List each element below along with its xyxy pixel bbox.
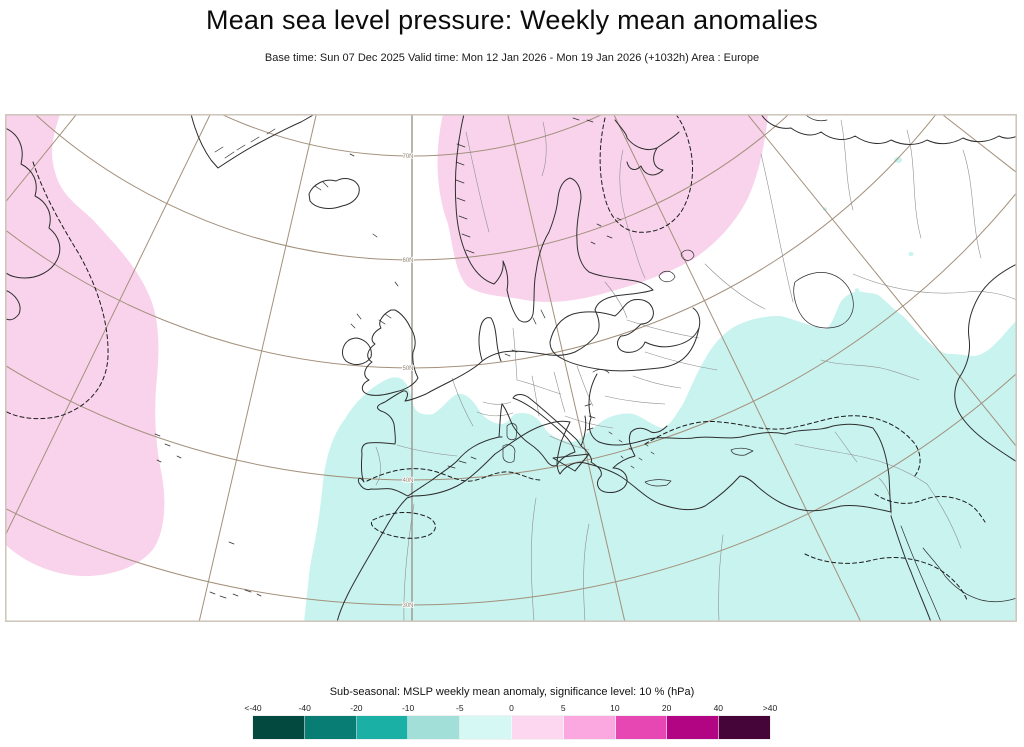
graticule-labels: 70N 60N 50N 40N 30N xyxy=(402,153,415,610)
legend-tick-label: 10 xyxy=(610,703,620,713)
anomaly-fill-layer xyxy=(5,114,1017,622)
page-subtitle: Base time: Sun 07 Dec 2025 Valid time: M… xyxy=(264,52,760,64)
legend-colorbar xyxy=(252,715,771,740)
negative-anomaly-speck xyxy=(908,252,914,256)
legend-ticks: <-40 -40 -20 -10 -5 0 5 10 20 40 >40 xyxy=(244,703,777,714)
legend-tick-label: -40 xyxy=(298,703,311,713)
graticule-layer xyxy=(5,114,1017,622)
map-frame-border xyxy=(5,114,1017,622)
legend-tick-label: -20 xyxy=(350,703,363,713)
negative-anomaly-region-mediterranean xyxy=(304,291,1017,622)
legend-tick-label: 20 xyxy=(661,703,672,713)
latitude-label: 30N xyxy=(402,603,413,609)
latitude-label: 60N xyxy=(402,258,413,264)
legend-tick-label: >40 xyxy=(762,703,778,713)
latitude-label: 50N xyxy=(402,366,413,372)
page-title: Mean sea level pressure: Weekly mean ano… xyxy=(206,5,818,35)
legend-tick-label: <-40 xyxy=(244,703,262,713)
legend-color-cell xyxy=(667,716,720,739)
latitude-label: 70N xyxy=(402,154,413,160)
legend-color-cell xyxy=(253,716,305,739)
legend-title: Sub-seasonal: MSLP weekly mean anomaly, … xyxy=(329,686,695,698)
legend-color-cell xyxy=(511,716,564,739)
country-border-layer xyxy=(375,119,1017,622)
legend-tick-label: -5 xyxy=(456,703,464,713)
legend-tick-label: -10 xyxy=(401,703,415,713)
negative-anomaly-speck xyxy=(894,157,902,163)
legend-color-cell xyxy=(304,716,357,739)
positive-anomaly-region-scandinavia xyxy=(437,114,768,303)
legend-color-cell xyxy=(356,716,409,739)
legend-color-cell xyxy=(408,716,461,739)
legend-color-cell xyxy=(615,716,668,739)
legend-color-cell xyxy=(460,716,512,739)
latitude-label: 40N xyxy=(402,478,413,484)
negative-anomaly-speck xyxy=(854,288,860,292)
positive-anomaly-region-atlantic xyxy=(5,114,165,577)
legend-tick-label: 0 xyxy=(509,703,514,713)
contour-dashed-layer xyxy=(5,115,986,601)
legend-color-cell xyxy=(563,716,616,739)
legend-tick-label: 40 xyxy=(713,703,724,713)
legend-tick-label: 5 xyxy=(560,703,566,713)
map-canvas: 70N 60N 50N 40N 30N xyxy=(5,114,1017,622)
weather-map: 70N 60N 50N 40N 30N xyxy=(5,114,1017,622)
legend-color-cell xyxy=(719,716,770,739)
